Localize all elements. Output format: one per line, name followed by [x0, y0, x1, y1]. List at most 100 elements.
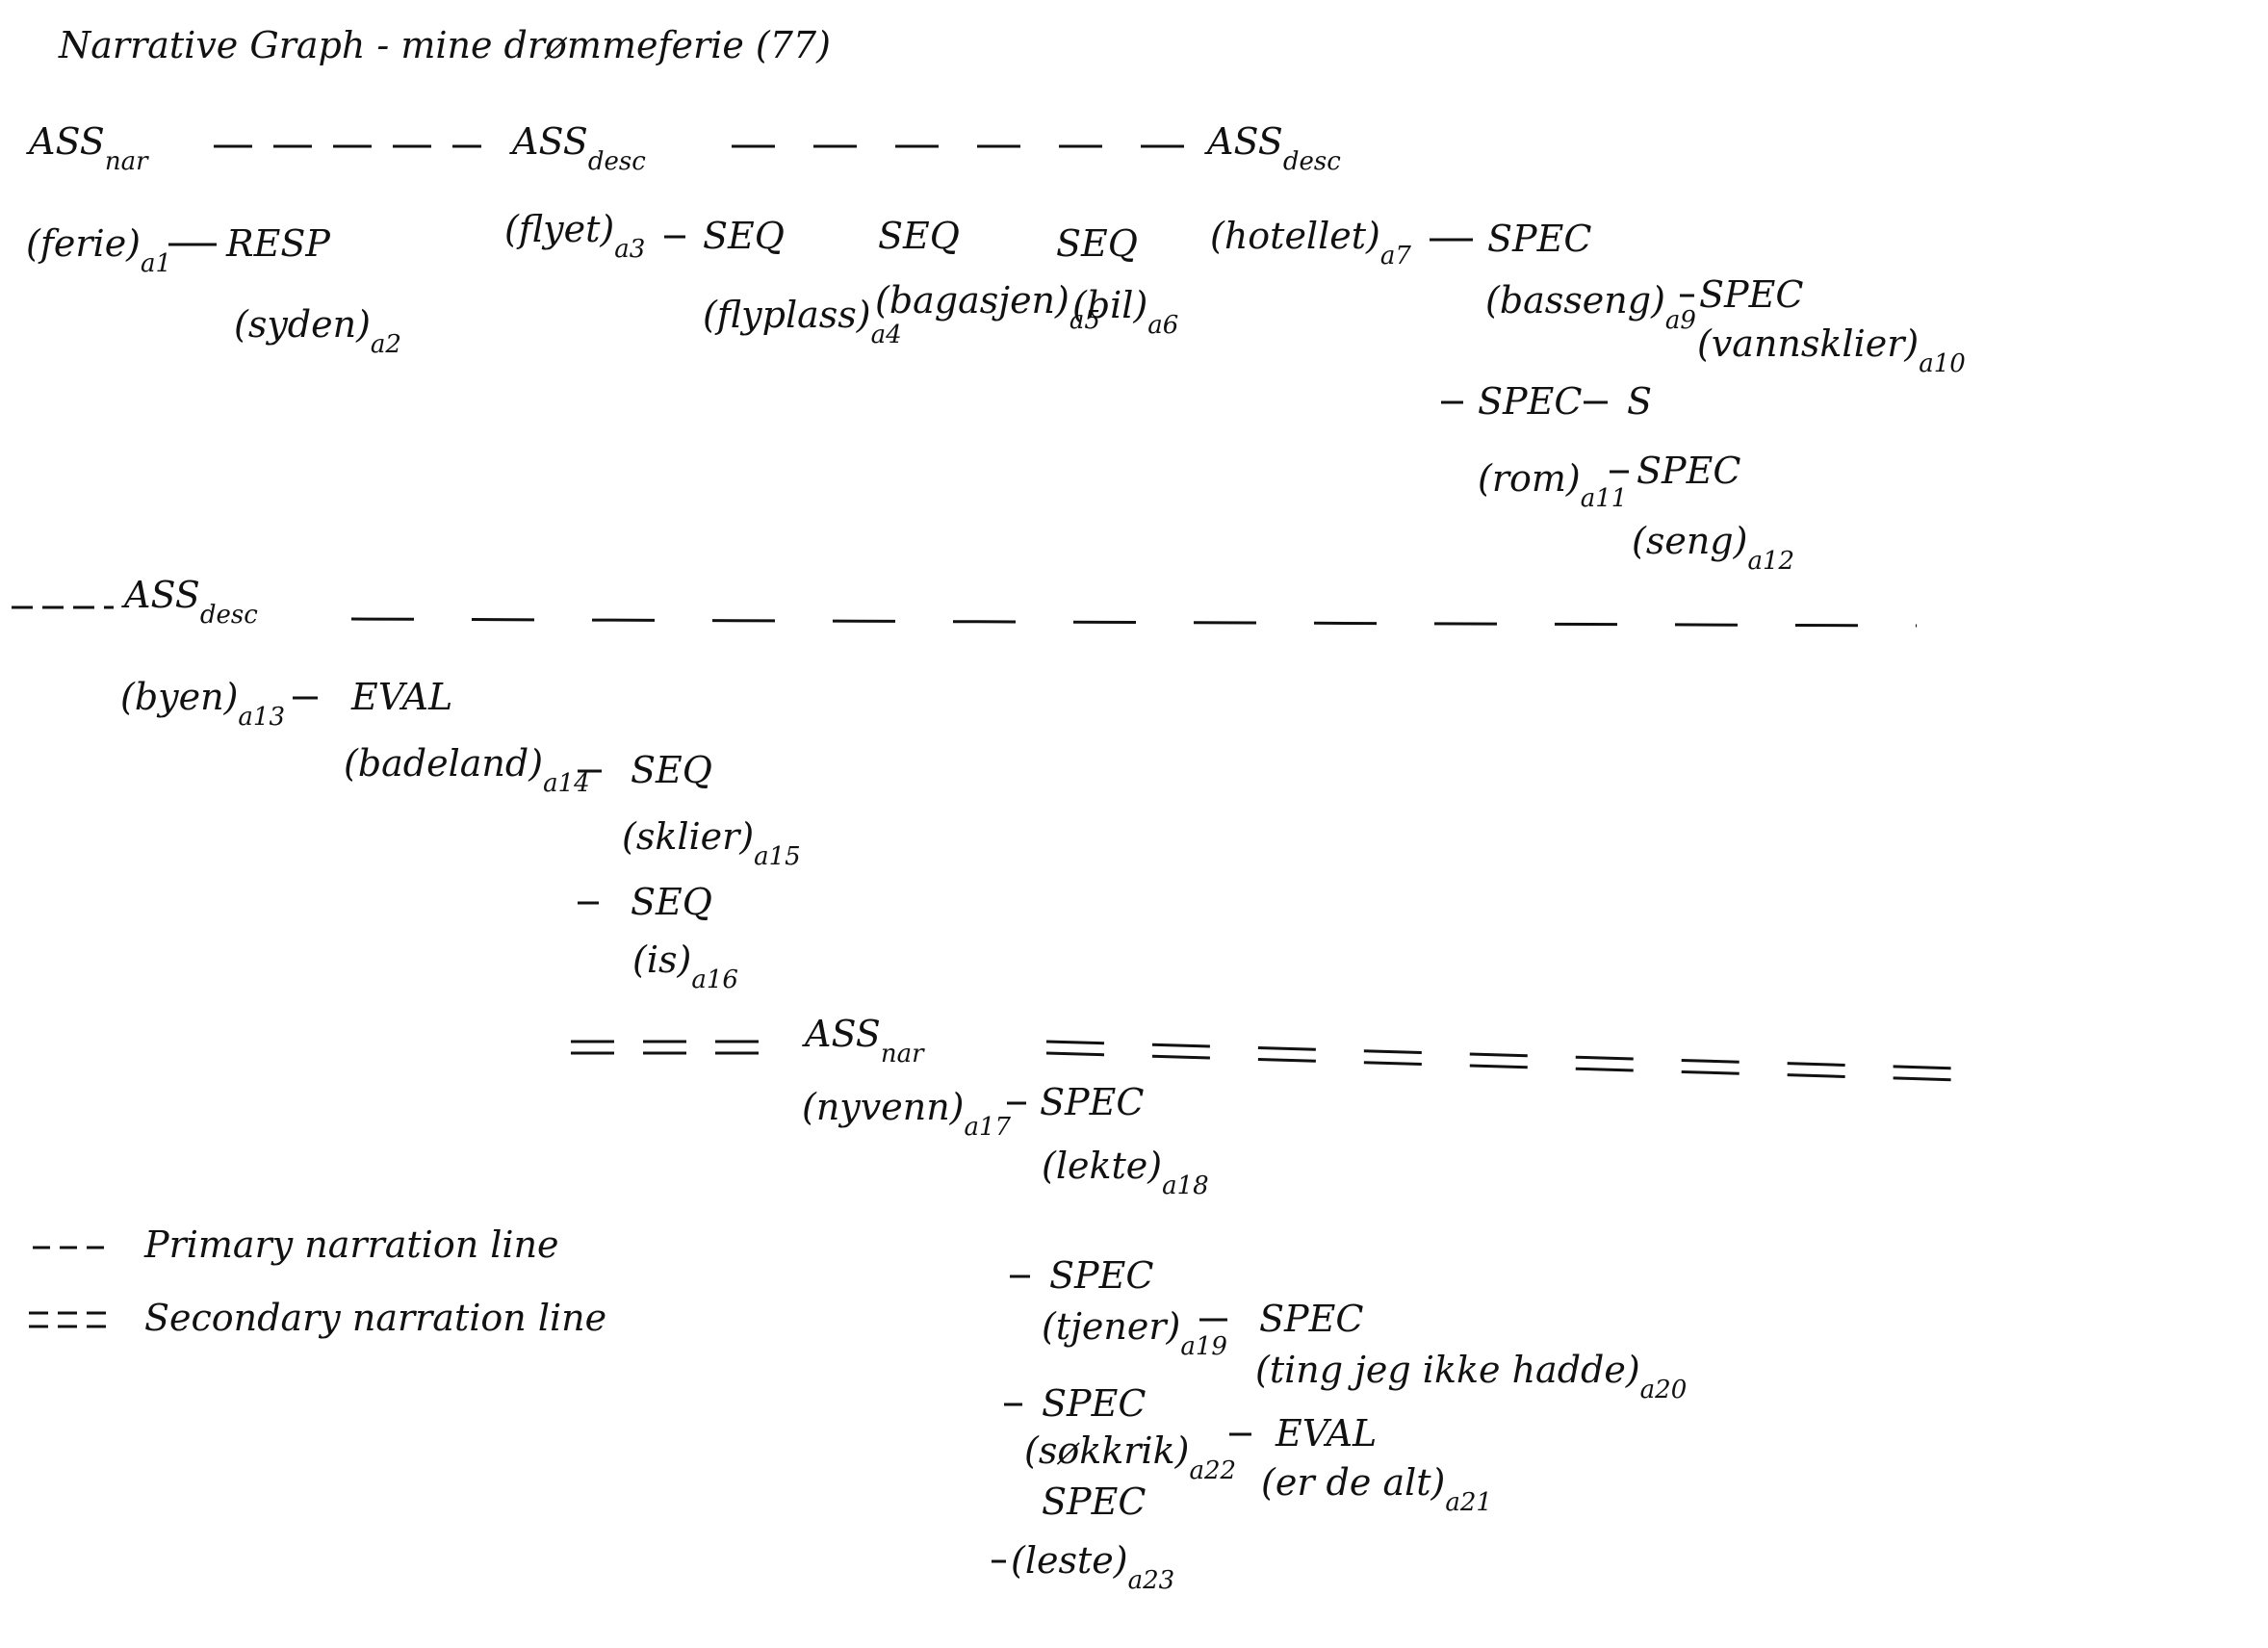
node-label: (søkkrik) — [1024, 1429, 1189, 1472]
node: SPEC — [1040, 1081, 1144, 1123]
node-subscript: a18 — [1162, 1172, 1209, 1200]
node-subscript: a4 — [871, 321, 902, 349]
node-subscript: a9 — [1665, 306, 1696, 335]
node-label: SPEC — [1259, 1298, 1363, 1340]
node-label: (rom) — [1478, 457, 1581, 500]
node-subscript: a12 — [1747, 547, 1794, 576]
node-subscript: a13 — [238, 703, 285, 732]
node: (flyet)a3 — [504, 208, 645, 264]
node: ASSdesc — [509, 120, 646, 176]
node-label: SPEC — [1637, 450, 1740, 492]
node: SPEC — [1637, 450, 1740, 492]
node-label: (seng) — [1632, 520, 1747, 562]
node: (tjener)a19 — [1042, 1305, 1227, 1361]
node-label: ASS — [26, 120, 105, 163]
node-label: SPEC — [1049, 1254, 1153, 1297]
node: EVAL — [1275, 1412, 1377, 1455]
node: (rom)a11 — [1478, 457, 1627, 513]
node-label: SEQ — [703, 215, 785, 257]
node-subscript: a19 — [1180, 1332, 1227, 1361]
node-subscript: a17 — [965, 1113, 1012, 1142]
node: (syden)a2 — [234, 303, 401, 359]
node: (basseng)a9 — [1485, 279, 1696, 335]
node-label: SEQ — [631, 749, 712, 791]
node-label: (leste) — [1011, 1539, 1128, 1582]
node: (byen)a13 — [120, 676, 285, 732]
node: (flyplass)a4 — [703, 294, 902, 349]
node-subscript: a11 — [1581, 484, 1628, 513]
node: SEQ — [878, 215, 960, 257]
legend-label: Secondary narration line — [144, 1297, 606, 1339]
node-subscript: a23 — [1128, 1566, 1175, 1595]
node: ASSnar — [26, 120, 149, 176]
node-label: ASS — [509, 120, 588, 163]
node-label: (ferie) — [26, 222, 141, 265]
node: ASSdesc — [121, 574, 258, 630]
node: (seng)a12 — [1632, 520, 1794, 576]
node: RESP — [225, 222, 331, 265]
node: ASSdesc — [1204, 120, 1341, 176]
node-label: SEQ — [878, 215, 960, 257]
node: (søkkrik)a22 — [1024, 1429, 1236, 1485]
node: SPEC — [1259, 1298, 1363, 1340]
node: SEQ — [631, 881, 712, 923]
node-subscript: nar — [881, 1040, 925, 1069]
node-label: ASS — [1204, 120, 1283, 163]
node-label: SEQ — [1056, 222, 1138, 265]
node: (ferie)a1 — [26, 222, 171, 278]
legend-label: Primary narration line — [143, 1223, 559, 1266]
node-subscript: a16 — [691, 966, 738, 994]
node-label: (byen) — [120, 676, 238, 718]
node-subscript: a1 — [141, 249, 171, 278]
node: (nyvenn)a17 — [802, 1086, 1012, 1142]
node-subscript: a10 — [1919, 349, 1966, 378]
node-subscript: a15 — [754, 842, 801, 871]
node: (hotellet)a7 — [1210, 215, 1411, 270]
node-subscript: nar — [105, 147, 149, 176]
node: (ting jeg ikke hadde)a20 — [1255, 1349, 1687, 1404]
node: ASSnar — [802, 1013, 925, 1069]
node-label: (hotellet) — [1210, 215, 1380, 257]
node-label: (sklier) — [622, 815, 754, 858]
node: (lekte)a18 — [1042, 1145, 1209, 1200]
node-subscript: desc — [200, 601, 258, 630]
node: (leste)a23 — [1011, 1539, 1174, 1595]
node: (vannsklier)a10 — [1697, 322, 1966, 378]
node-label: (bagasjen) — [875, 279, 1070, 322]
node: SEQ — [631, 749, 712, 791]
node: (bagasjen)a5 — [875, 279, 1100, 335]
node-label: SPEC — [1042, 1382, 1146, 1425]
node-label: (vannsklier) — [1697, 322, 1919, 365]
node: SPEC — [1487, 218, 1591, 260]
node: (bil)a6 — [1072, 284, 1178, 340]
node-label: SEQ — [631, 881, 712, 923]
node: SPEC — [1042, 1481, 1146, 1523]
node-label: (basseng) — [1485, 279, 1665, 322]
node-label: (lekte) — [1042, 1145, 1162, 1187]
node: (er de alt)a21 — [1261, 1461, 1492, 1517]
node: SEQ — [1056, 222, 1138, 265]
node-label: SPEC — [1487, 218, 1591, 260]
node-label: ASS — [802, 1013, 881, 1055]
node-label: (flyet) — [504, 208, 614, 250]
node-label: (syden) — [234, 303, 371, 346]
node-subscript: a20 — [1640, 1376, 1688, 1404]
node: (badeland)a14 — [344, 742, 590, 798]
node-label: (tjener) — [1042, 1305, 1180, 1348]
node-subscript: a22 — [1189, 1456, 1236, 1485]
node-label: EVAL — [1275, 1412, 1377, 1455]
node-label: (badeland) — [344, 742, 543, 785]
secondary-line — [1045, 1040, 1962, 1070]
node-subscript: a2 — [371, 330, 401, 359]
node: SPEC — [1049, 1254, 1153, 1297]
node-label: RESP — [225, 222, 331, 265]
node-subscript: a6 — [1147, 311, 1178, 340]
node-subscript: a7 — [1380, 242, 1412, 270]
node-subscript: a21 — [1445, 1488, 1492, 1517]
node: (sklier)a15 — [622, 815, 801, 871]
node-label: (flyplass) — [703, 294, 871, 336]
node-label: (is) — [632, 939, 691, 981]
node-label: (ting jeg ikke hadde) — [1255, 1349, 1640, 1391]
node: SEQ — [703, 215, 785, 257]
